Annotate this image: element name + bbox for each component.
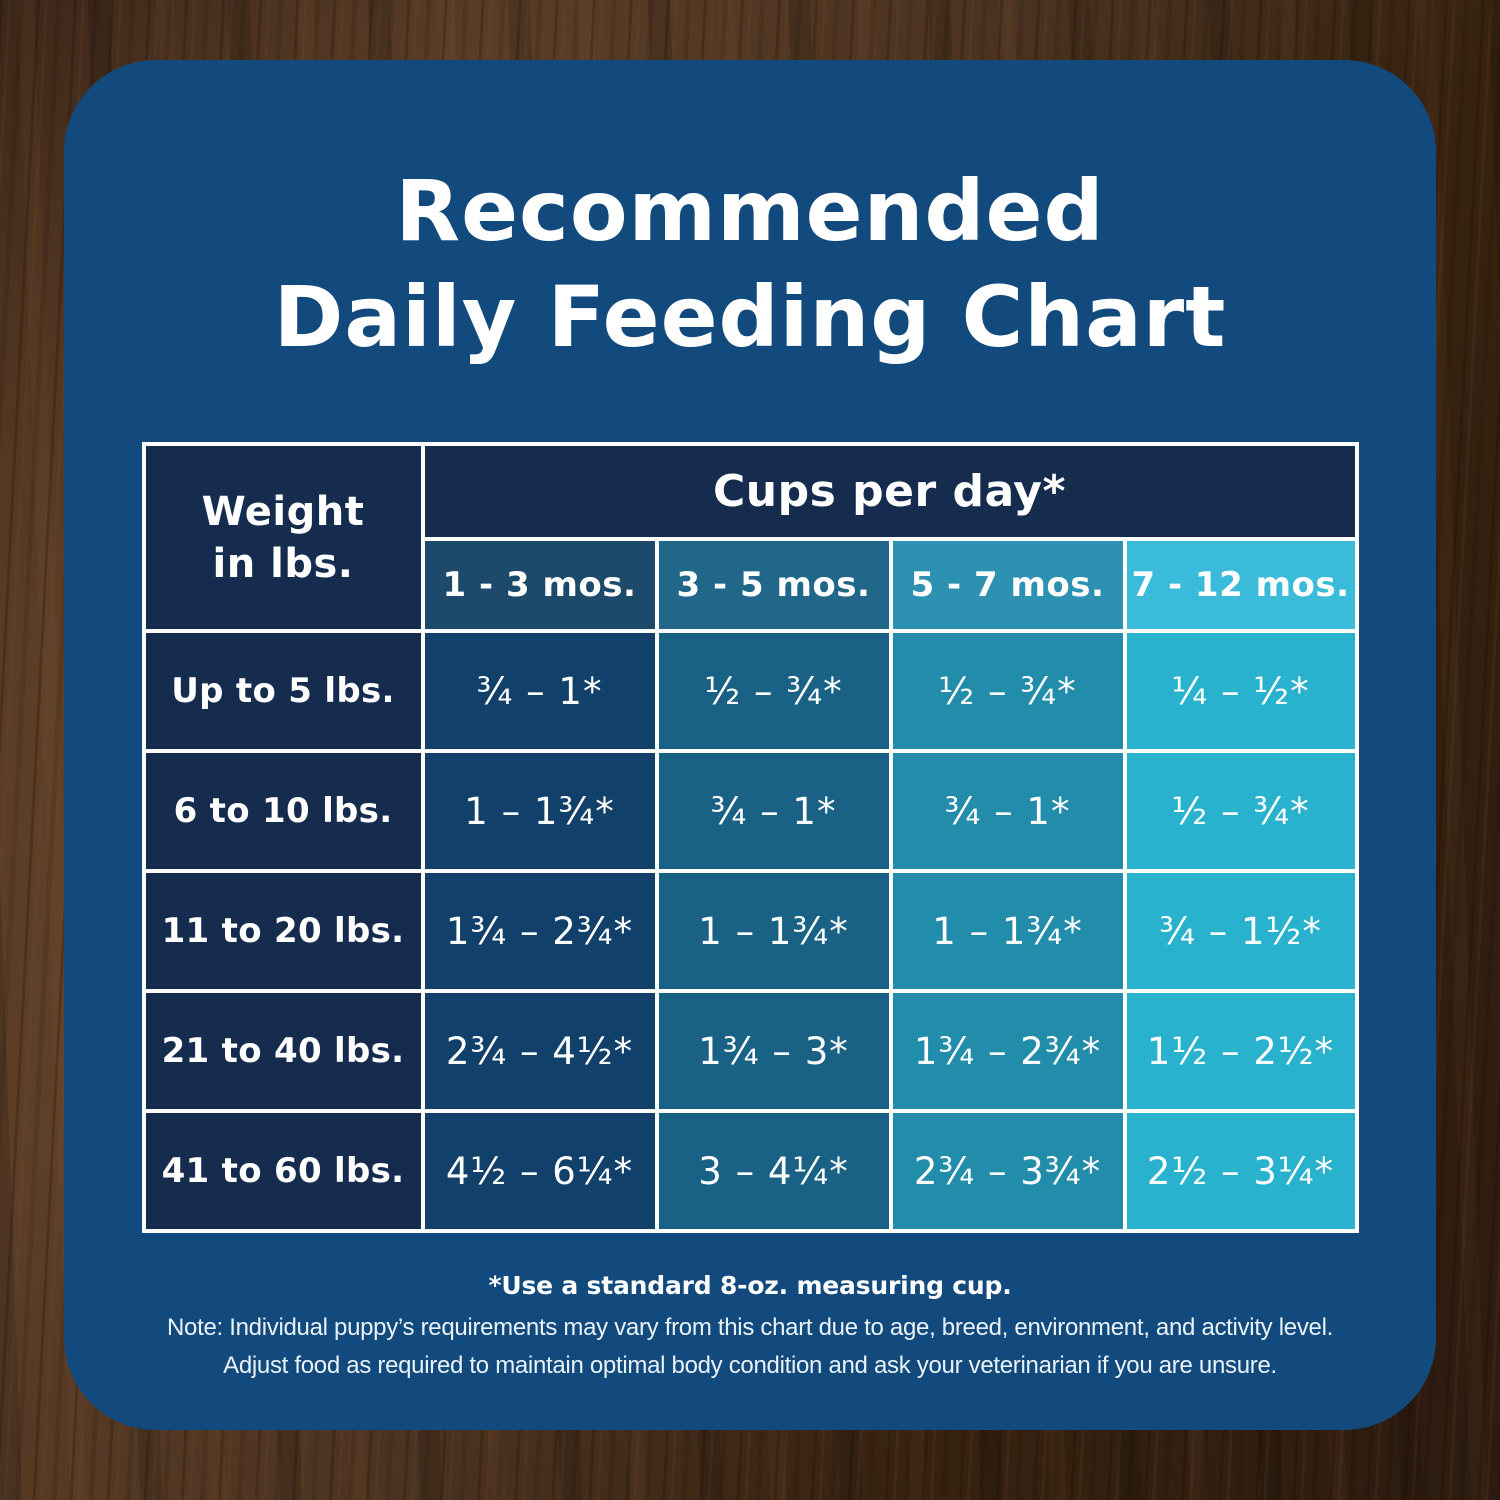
weight-header-line2: in lbs. (212, 540, 354, 587)
feeding-value-cell: 1¾ – 2¾* (420, 869, 659, 993)
age-column-header-5-7: 5 - 7 mos. (888, 537, 1127, 633)
age-column-header-7-12: 7 - 12 mos. (1122, 537, 1359, 633)
table-row: 21 to 40 lbs. 2¾ – 4½* 1¾ – 3* 1¾ – 2¾* … (141, 989, 1359, 1113)
footer: *Use a standard 8-oz. measuring cup. Not… (64, 1271, 1436, 1385)
page-title: Recommended Daily Feeding Chart (64, 158, 1436, 370)
table-row: Up to 5 lbs. ¾ – 1* ½ – ¾* ½ – ¾* ¼ – ½* (141, 629, 1359, 753)
table-row: 11 to 20 lbs. 1¾ – 2¾* 1 – 1¾* 1 – 1¾* ¾… (141, 869, 1359, 993)
feeding-value-cell: ¾ – 1* (654, 749, 893, 873)
feeding-value-cell: ½ – ¾* (654, 629, 893, 753)
weight-row-label: 21 to 40 lbs. (141, 989, 425, 1113)
feeding-value-cell: ¾ – 1* (420, 629, 659, 753)
feeding-value-cell: ¾ – 1* (888, 749, 1127, 873)
age-column-header-3-5: 3 - 5 mos. (654, 537, 893, 633)
feeding-chart-card: Recommended Daily Feeding Chart Weight in … (64, 60, 1436, 1430)
feeding-table: Weight in lbs. Cups per day* 1 - 3 mos. 3… (141, 442, 1359, 1233)
feeding-value-cell: ½ – ¾* (1122, 749, 1359, 873)
weight-row-label: 41 to 60 lbs. (141, 1109, 425, 1233)
weight-row-label: Up to 5 lbs. (141, 629, 425, 753)
cups-per-day-header: Cups per day* (420, 442, 1359, 541)
feeding-value-cell: 2¾ – 3¾* (888, 1109, 1127, 1233)
feeding-value-cell: 4½ – 6¼* (420, 1109, 659, 1233)
feeding-value-cell: ¾ – 1½* (1122, 869, 1359, 993)
feeding-value-cell: 1¾ – 3* (654, 989, 893, 1113)
note-line-2: Adjust food as required to maintain opti… (223, 1352, 1277, 1379)
age-column-header-1-3: 1 - 3 mos. (420, 537, 659, 633)
footnote-measuring-cup: *Use a standard 8-oz. measuring cup. (488, 1271, 1012, 1300)
feeding-value-cell: 2¾ – 4½* (420, 989, 659, 1113)
table-row: 6 to 10 lbs. 1 – 1¾* ¾ – 1* ¾ – 1* ½ – ¾… (141, 749, 1359, 873)
feeding-value-cell: 1¾ – 2¾* (888, 989, 1127, 1113)
feeding-value-cell: 1 – 1¾* (420, 749, 659, 873)
page-title-line1: Recommended (395, 162, 1105, 260)
table-row: 41 to 60 lbs. 4½ – 6¼* 3 – 4¼* 2¾ – 3¾* … (141, 1109, 1359, 1233)
weight-header-cell: Weight in lbs. (141, 442, 425, 633)
feeding-value-cell: 2½ – 3¼* (1122, 1109, 1359, 1233)
feeding-value-cell: ½ – ¾* (888, 629, 1127, 753)
weight-row-label: 11 to 20 lbs. (141, 869, 425, 993)
feeding-value-cell: 1½ – 2½* (1122, 989, 1359, 1113)
note-line-1: Note: Individual puppy’s requirements ma… (167, 1314, 1333, 1341)
feeding-value-cell: 1 – 1¾* (654, 869, 893, 993)
feeding-value-cell: 1 – 1¾* (888, 869, 1127, 993)
page-title-line2: Daily Feeding Chart (273, 268, 1227, 366)
feeding-value-cell: 3 – 4¼* (654, 1109, 893, 1233)
weight-header-line1: Weight (201, 488, 365, 535)
weight-row-label: 6 to 10 lbs. (141, 749, 425, 873)
feeding-value-cell: ¼ – ½* (1122, 629, 1359, 753)
note-text: Note: Individual puppy’s requirements ma… (64, 1309, 1436, 1385)
